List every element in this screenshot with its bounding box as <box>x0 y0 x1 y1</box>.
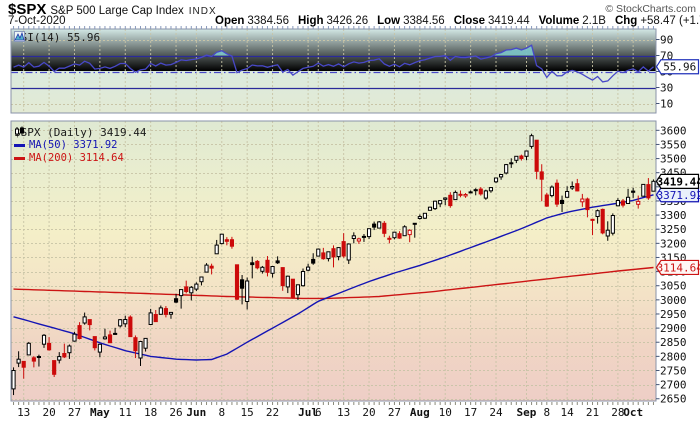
symbol-name: S&P 500 Large Cap Index <box>50 5 184 17</box>
svg-text:20: 20 <box>42 406 55 419</box>
svg-text:2650: 2650 <box>660 393 687 406</box>
svg-text:11: 11 <box>119 406 132 419</box>
svg-text:18: 18 <box>144 406 157 419</box>
svg-text:Oct: Oct <box>623 406 643 419</box>
svg-text:55.96: 55.96 <box>663 61 696 74</box>
ma200-legend-label: MA(200) 3114.64 <box>29 152 124 164</box>
svg-text:13: 13 <box>337 406 350 419</box>
svg-text:3550: 3550 <box>660 138 687 151</box>
price-legend[interactable]: $SPX (Daily) 3419.44 MA(50) 3371.92 MA(2… <box>14 126 146 165</box>
svg-text:3419.44: 3419.44 <box>657 175 700 188</box>
svg-text:2850: 2850 <box>660 336 687 349</box>
svg-text:22: 22 <box>266 406 279 419</box>
svg-text:Sep: Sep <box>517 406 537 419</box>
svg-text:3114.64: 3114.64 <box>657 261 700 274</box>
svg-text:Aug: Aug <box>410 406 430 419</box>
svg-text:27: 27 <box>388 406 401 419</box>
svg-text:15: 15 <box>241 406 254 419</box>
svg-text:24: 24 <box>489 406 503 419</box>
volume-field: Volume 2.1B <box>538 15 606 27</box>
svg-text:26: 26 <box>169 406 182 419</box>
svg-text:13: 13 <box>17 406 30 419</box>
copyright: © StockCharts.com <box>605 3 696 15</box>
svg-text:May: May <box>90 406 110 419</box>
svg-text:2750: 2750 <box>660 364 687 377</box>
svg-text:14: 14 <box>560 406 574 419</box>
ma50-legend-row: MA(50) 3371.92 <box>14 139 146 152</box>
svg-text:8: 8 <box>218 406 225 419</box>
svg-text:3500: 3500 <box>660 153 687 166</box>
svg-text:2700: 2700 <box>660 379 687 392</box>
open-field: Open 3384.56 <box>215 15 289 27</box>
svg-text:6: 6 <box>315 406 322 419</box>
svg-text:3050: 3050 <box>660 280 687 293</box>
svg-text:28: 28 <box>611 406 624 419</box>
price-legend-title-row: $SPX (Daily) 3419.44 <box>14 126 146 139</box>
svg-text:2900: 2900 <box>660 322 687 335</box>
svg-text:8: 8 <box>543 406 550 419</box>
symbol-exchange: INDX <box>188 6 217 17</box>
rsi-indicator-icon <box>14 31 25 42</box>
ma200-legend-row: MA(200) 3114.64 <box>14 152 146 165</box>
svg-text:10: 10 <box>660 98 673 111</box>
svg-text:20: 20 <box>362 406 375 419</box>
svg-text:10: 10 <box>439 406 452 419</box>
price-legend-title: $SPX (Daily) 3419.44 <box>14 126 147 139</box>
symbol: $SPX <box>8 1 47 18</box>
svg-text:3200: 3200 <box>660 237 687 250</box>
svg-text:2950: 2950 <box>660 308 687 321</box>
chart-header: $SPX S&P 500 Large Cap Index INDX © StockC… <box>8 1 696 18</box>
svg-text:3000: 3000 <box>660 294 687 307</box>
ma50-legend-label: MA(50) 3371.92 <box>29 139 118 151</box>
svg-text:3300: 3300 <box>660 209 687 222</box>
rsi-legend[interactable]: RSI(14) 55.96 <box>14 31 100 44</box>
ma50-swatch <box>14 144 25 147</box>
svg-text:27: 27 <box>68 406 81 419</box>
change-field: Chg+58.47 (+1.74%) <box>614 15 700 27</box>
svg-text:Jun: Jun <box>186 406 206 419</box>
svg-text:3371.92: 3371.92 <box>657 189 700 202</box>
candlestick-chart-icon <box>15 126 24 136</box>
svg-text:21: 21 <box>586 406 599 419</box>
close-field: Close 3419.44 <box>453 15 530 27</box>
svg-text:90: 90 <box>660 34 673 47</box>
quote-date: 7-Oct-2020 <box>8 15 66 27</box>
quote-row: 7-Oct-2020 Open 3384.56 High 3426.26 Low 33… <box>8 15 700 28</box>
ohlc-fields: Open 3384.56 High 3426.26 Low 3384.56 Close… <box>215 15 700 27</box>
svg-text:3250: 3250 <box>660 223 687 236</box>
ma200-swatch <box>14 157 25 160</box>
low-field: Low 3384.56 <box>377 15 445 27</box>
high-field: High 3426.26 <box>297 15 369 27</box>
svg-text:Jul: Jul <box>298 406 318 419</box>
svg-text:2800: 2800 <box>660 350 687 363</box>
svg-text:3600: 3600 <box>660 124 687 137</box>
rsi-legend-label: RSI(14) 55.96 <box>14 31 101 44</box>
svg-text:30: 30 <box>660 82 673 95</box>
svg-text:17: 17 <box>464 406 477 419</box>
